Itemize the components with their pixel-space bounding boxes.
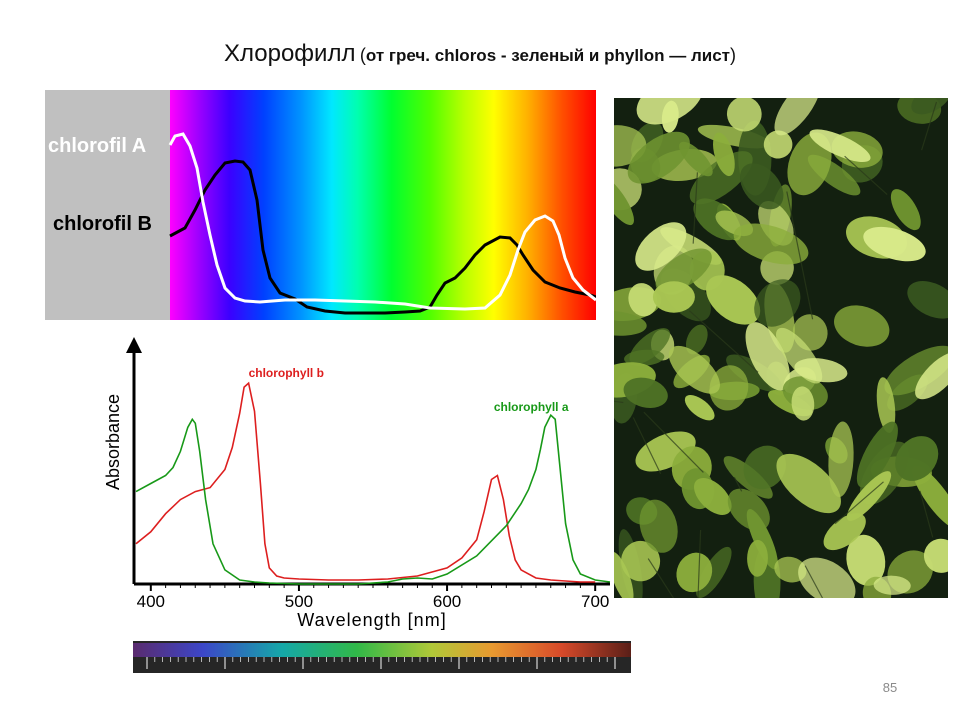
leaf bbox=[676, 552, 713, 593]
leaf bbox=[628, 283, 658, 317]
x-tick-label: 500 bbox=[285, 592, 313, 611]
leaf bbox=[706, 275, 761, 325]
leaf bbox=[774, 98, 821, 136]
absorbance-chart: 400 500 600 700 chlorophyll b chlorophyll a … bbox=[98, 335, 618, 635]
twig bbox=[733, 476, 743, 492]
leaf bbox=[668, 345, 720, 394]
leaf bbox=[834, 305, 890, 347]
leaf bbox=[884, 345, 948, 396]
slide-title: Хлорофилл (от греч. chloros - зеленый и … bbox=[0, 40, 960, 68]
x-tick-label: 400 bbox=[137, 592, 165, 611]
chlorofil-b-curve bbox=[169, 159, 596, 315]
twig bbox=[689, 310, 759, 373]
leaf bbox=[614, 125, 647, 167]
chlorophyll-b-label: chlorophyll b bbox=[249, 366, 324, 380]
leaf bbox=[809, 129, 871, 163]
leaf bbox=[873, 575, 911, 595]
y-axis-arrow bbox=[126, 337, 142, 353]
leaf bbox=[754, 279, 801, 327]
x-tick-label: 700 bbox=[581, 592, 609, 611]
leaf bbox=[623, 377, 668, 408]
leaf bbox=[743, 445, 787, 490]
leaf bbox=[739, 163, 784, 210]
leaf bbox=[733, 223, 809, 265]
twig bbox=[786, 191, 814, 320]
leaf bbox=[685, 324, 708, 355]
leaf bbox=[747, 539, 768, 577]
leaf bbox=[763, 130, 793, 159]
leaf bbox=[636, 98, 703, 125]
chlorophyll-a-line bbox=[135, 413, 611, 585]
spectrum-rainbow bbox=[170, 90, 596, 320]
title-main: Хлорофилл bbox=[223, 40, 356, 67]
chlorofil-a-curve bbox=[168, 132, 596, 311]
twig bbox=[697, 529, 702, 598]
leaf bbox=[614, 174, 634, 226]
leaf bbox=[639, 499, 678, 553]
twig bbox=[921, 101, 938, 151]
twig bbox=[632, 417, 662, 475]
leaf bbox=[846, 471, 892, 521]
twig bbox=[647, 558, 675, 598]
spectrum-absorption-image: chlorofil A chlorofil B bbox=[45, 90, 596, 320]
leaf bbox=[791, 386, 815, 421]
chlorofil-a-label: chlorofil A bbox=[48, 135, 146, 157]
twig bbox=[643, 411, 704, 473]
leaf bbox=[689, 151, 753, 205]
leaf bbox=[694, 478, 732, 515]
leaf bbox=[876, 377, 896, 433]
leaf bbox=[614, 551, 634, 598]
wavelength-scale-bar bbox=[133, 641, 631, 673]
leaf bbox=[923, 538, 948, 573]
leaf bbox=[895, 436, 939, 481]
leaf bbox=[787, 132, 832, 196]
leaf bbox=[907, 281, 948, 319]
chlorophyll-a-label: chlorophyll a bbox=[494, 400, 569, 414]
twig bbox=[834, 481, 884, 525]
leaf bbox=[614, 310, 647, 336]
leaf bbox=[621, 540, 661, 582]
leaf bbox=[726, 98, 762, 132]
title-close-paren: ) bbox=[730, 45, 737, 65]
leaf bbox=[684, 394, 715, 421]
leaf bbox=[856, 421, 898, 488]
twig bbox=[804, 565, 824, 598]
wavelength-gradient bbox=[133, 643, 631, 657]
leaf bbox=[794, 358, 848, 383]
leaf bbox=[745, 322, 790, 391]
leaf bbox=[890, 189, 921, 231]
leaf bbox=[774, 556, 807, 583]
leaf bbox=[798, 557, 856, 598]
twig bbox=[844, 155, 888, 196]
y-axis-label: Absorbance bbox=[103, 394, 123, 490]
title-open-paren: ( bbox=[359, 45, 366, 65]
leaf bbox=[713, 132, 735, 177]
page-number: 85 bbox=[882, 680, 898, 695]
title-subtitle: от греч. chloros - зеленый и phyllon — л… bbox=[365, 46, 731, 65]
leaf-photo bbox=[614, 98, 948, 598]
leaf bbox=[709, 365, 749, 411]
chlorophyll-b-line bbox=[135, 381, 596, 583]
leaf bbox=[846, 534, 886, 586]
spectrum-gray-area bbox=[45, 90, 170, 320]
twig bbox=[919, 490, 934, 538]
leaf bbox=[624, 349, 665, 366]
chlorofil-b-label: chlorofil B bbox=[53, 213, 152, 235]
x-axis-label: Wavelength [nm] bbox=[297, 610, 446, 630]
twig bbox=[692, 172, 698, 244]
leaf bbox=[915, 351, 948, 400]
leaf bbox=[912, 465, 948, 529]
x-tick-label: 600 bbox=[433, 592, 461, 611]
leaf bbox=[727, 488, 770, 531]
leaf bbox=[823, 513, 866, 551]
leaf bbox=[863, 226, 926, 262]
leaf bbox=[635, 222, 687, 271]
leaf bbox=[828, 421, 854, 497]
leaf bbox=[652, 281, 695, 313]
leaf bbox=[911, 98, 948, 115]
leaf bbox=[776, 453, 841, 514]
leaf bbox=[627, 131, 690, 184]
